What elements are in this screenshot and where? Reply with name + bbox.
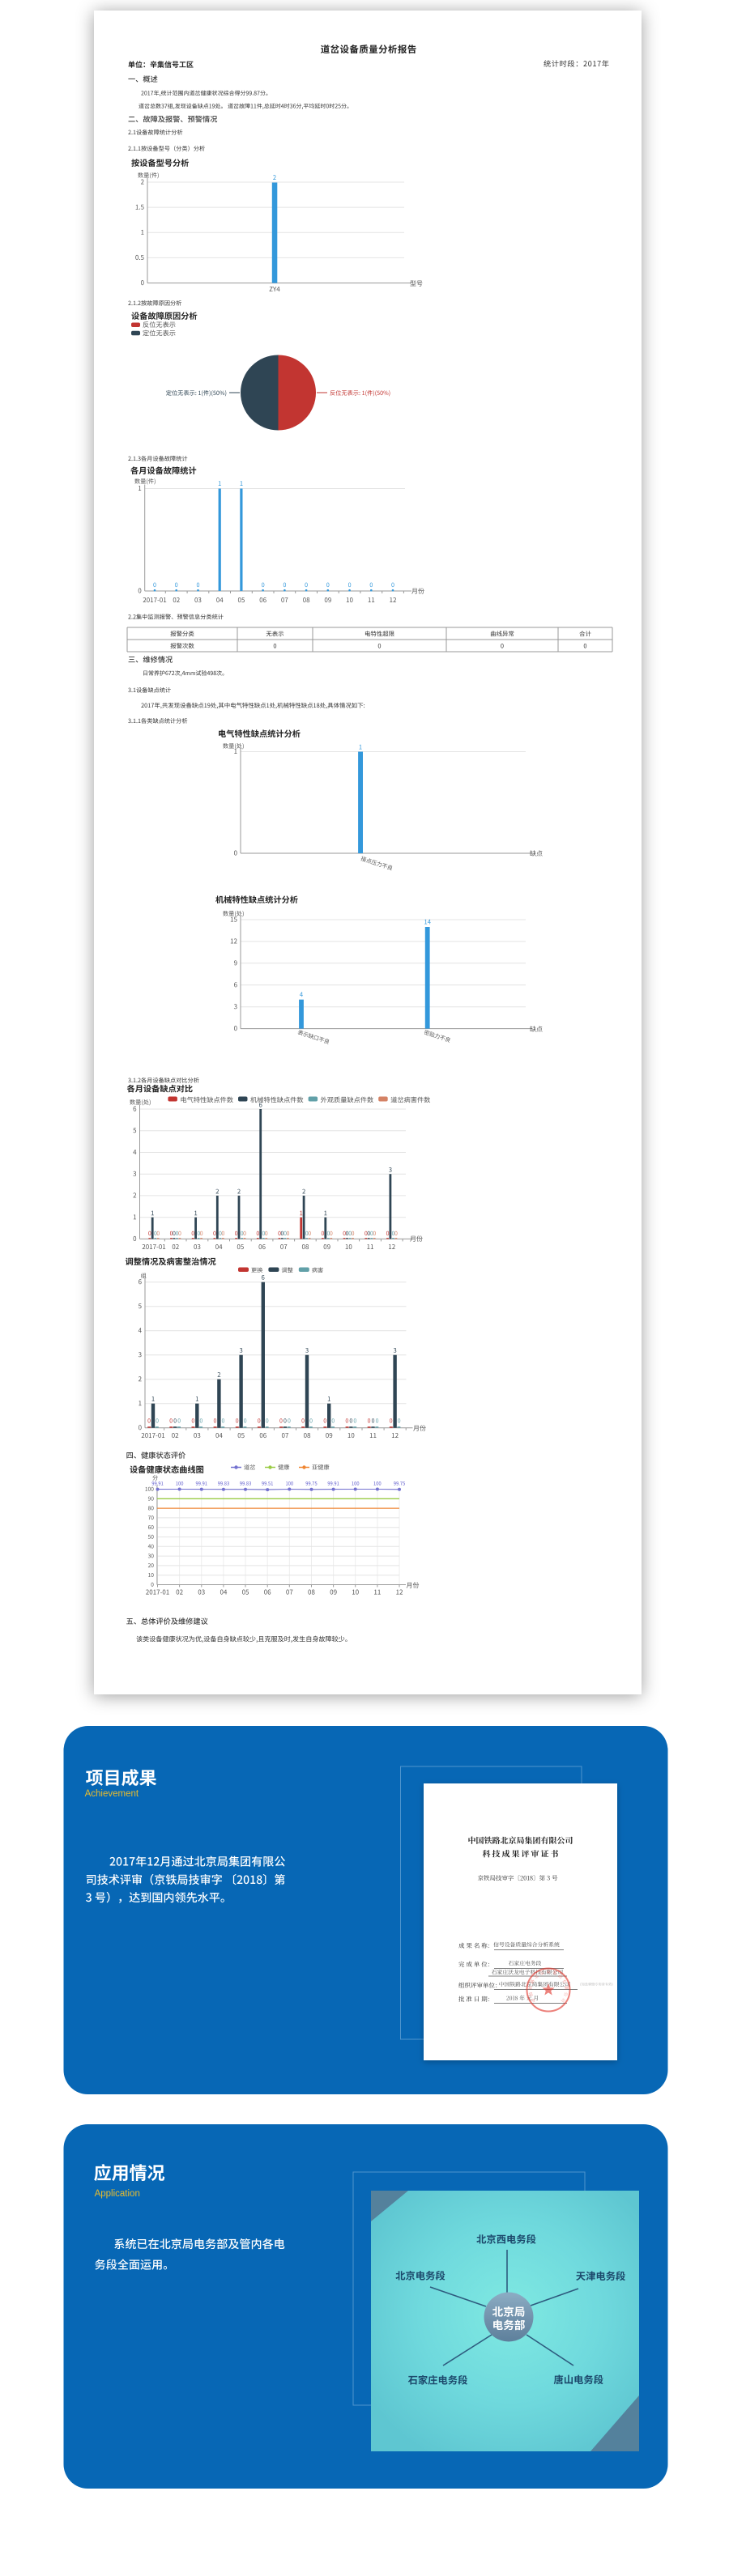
svg-text:Application: Application bbox=[95, 2189, 140, 2199]
svg-text:Achievement: Achievement bbox=[85, 1789, 139, 1799]
